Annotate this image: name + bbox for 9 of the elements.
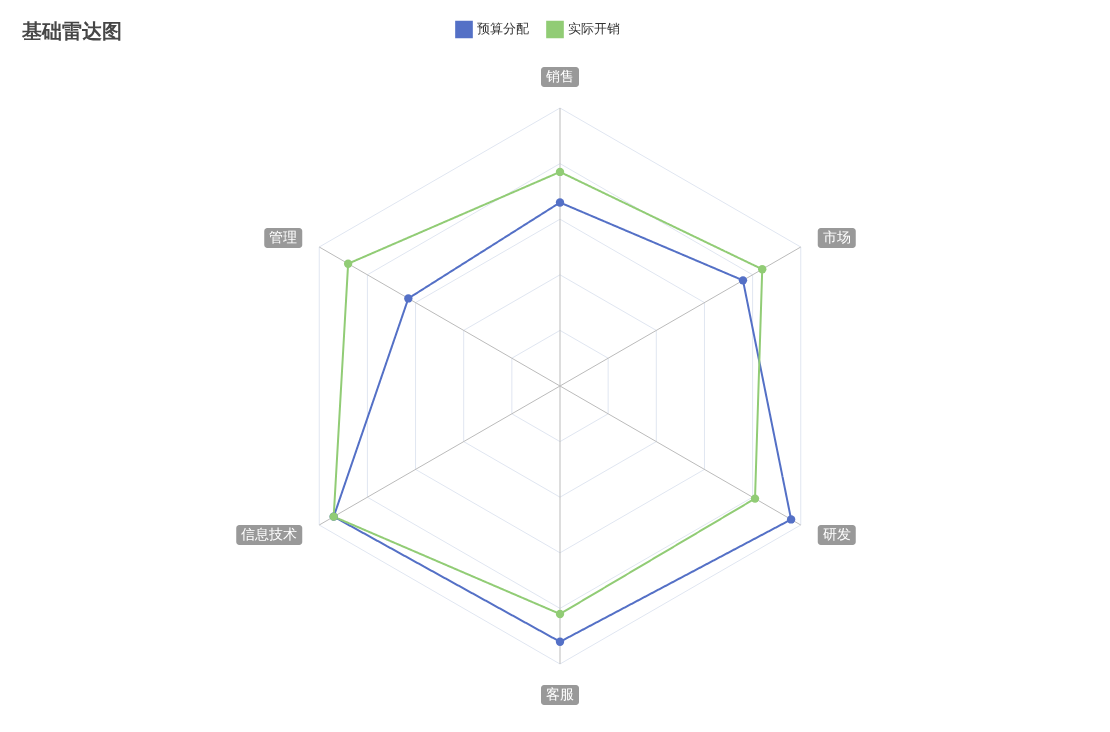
legend-label: 实际开销 — [568, 21, 620, 37]
spoke-label: 客服 — [546, 686, 574, 702]
spoke-label: 市场 — [822, 229, 851, 245]
spoke-label: 研发 — [822, 526, 851, 542]
spoke-label: 信息技术 — [241, 526, 298, 542]
spoke-label: 管理 — [269, 229, 298, 245]
spoke-label: 销售 — [545, 68, 574, 84]
legend-label: 预算分配 — [477, 21, 529, 37]
text: 基础雷达图 — [21, 19, 122, 43]
